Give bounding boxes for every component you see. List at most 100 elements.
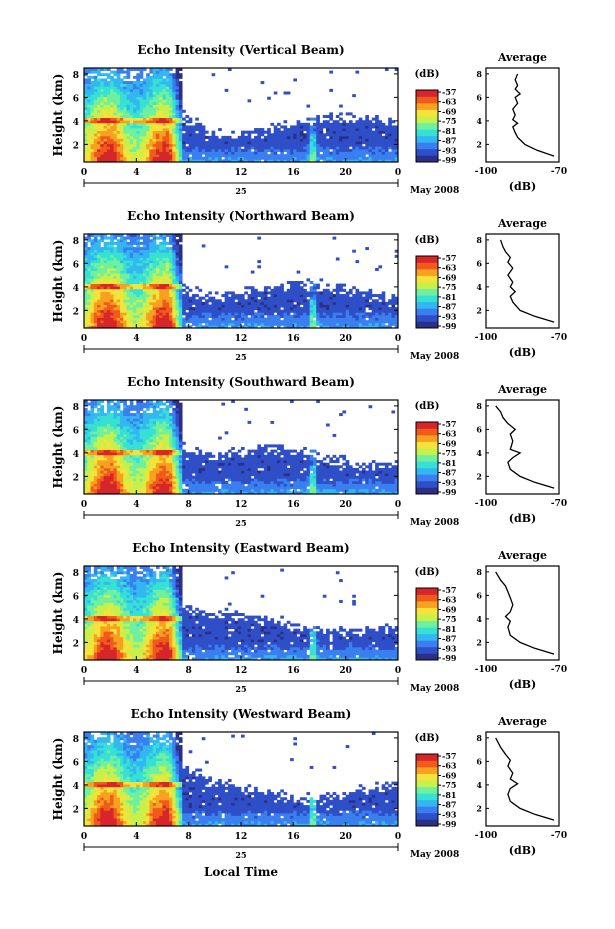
heatmap-cell — [178, 320, 183, 324]
heatmap-cell — [84, 478, 88, 482]
heatmap-cell — [152, 423, 157, 427]
heatmap-cell — [97, 467, 101, 471]
heatmap-cell — [293, 294, 297, 298]
heatmap-cell — [152, 286, 157, 290]
heatmap-cell — [152, 325, 157, 329]
heatmap-cell — [162, 120, 167, 124]
heatmap-cell — [159, 291, 163, 295]
heatmap-cell — [90, 296, 95, 300]
heatmap-cell — [247, 148, 252, 152]
heatmap-cell — [103, 460, 108, 464]
heatmap-cell — [326, 154, 330, 158]
heatmap-cell — [152, 470, 157, 474]
heatmap-cell — [329, 156, 333, 160]
heatmap-cell — [133, 478, 137, 482]
heatmap-cell — [116, 247, 121, 251]
heatmap-cell — [136, 283, 140, 287]
heatmap-cell — [87, 436, 91, 440]
heatmap-cell — [169, 75, 173, 79]
heatmap-cell — [155, 491, 160, 495]
heatmap-cell — [97, 420, 101, 424]
heatmap-cell — [172, 317, 176, 321]
heatmap-cell — [165, 433, 170, 437]
heatmap-cell — [136, 133, 140, 137]
heatmap-cell — [247, 159, 252, 163]
heatmap-cell — [201, 135, 206, 139]
heatmap-cell — [152, 104, 157, 108]
heatmap-cell — [142, 283, 147, 287]
profile-x-tick-label: -70 — [551, 167, 567, 177]
heatmap-cell — [234, 138, 239, 142]
heatmap-cell — [152, 73, 157, 77]
heatmap-cell — [237, 159, 242, 163]
heatmap-cell — [103, 428, 108, 432]
heatmap-cell — [378, 320, 383, 324]
heatmap-cell — [110, 439, 114, 443]
heatmap-cell — [136, 254, 140, 258]
heatmap-cell — [165, 475, 170, 479]
heatmap-cell — [133, 488, 137, 492]
heatmap-cell — [326, 115, 330, 119]
heatmap-cell — [159, 252, 163, 256]
heatmap-cell — [90, 447, 95, 451]
heatmap-cell — [149, 257, 154, 261]
heatmap-cell — [162, 278, 167, 282]
heatmap-cell — [149, 312, 154, 316]
heatmap-cell — [371, 133, 376, 137]
heatmap-cell — [146, 130, 150, 134]
heatmap-cell — [332, 120, 337, 124]
heatmap-cell — [165, 317, 170, 321]
heatmap-cell — [87, 317, 91, 321]
heatmap-cell — [129, 478, 134, 482]
x-tick-label: 16 — [287, 168, 300, 178]
heatmap-cell — [106, 88, 111, 92]
heatmap-cell — [263, 307, 268, 311]
heatmap-cell — [103, 73, 108, 77]
heatmap-cell — [129, 314, 134, 318]
heatmap-cell — [142, 156, 147, 160]
heatmap-cell — [178, 141, 183, 145]
heatmap-cell — [106, 148, 111, 152]
heatmap-cell — [126, 104, 131, 108]
heatmap-cell — [152, 431, 157, 435]
heatmap-cell — [312, 283, 317, 287]
heatmap-cell — [286, 151, 291, 155]
heatmap-cell — [231, 299, 235, 303]
heatmap-cell — [90, 491, 95, 495]
heatmap-cell — [260, 309, 265, 313]
heatmap-cell — [162, 488, 167, 492]
heatmap-cell — [326, 291, 330, 295]
heatmap-cell — [172, 104, 176, 108]
heatmap-cell — [162, 159, 167, 163]
heatmap-cell — [116, 460, 121, 464]
heatmap-cell — [149, 322, 154, 326]
heatmap-cell — [146, 86, 150, 90]
heatmap-cell — [182, 309, 186, 313]
heatmap-cell — [208, 296, 212, 300]
heatmap-cell — [116, 444, 121, 448]
heatmap-cell — [110, 283, 114, 287]
heatmap-cell — [149, 273, 154, 277]
heatmap-cell — [119, 444, 124, 448]
colorbar-swatch — [416, 90, 438, 97]
heatmap-cell — [142, 480, 147, 484]
heatmap-cell — [136, 68, 140, 72]
heatmap-cell — [388, 117, 392, 121]
heatmap-cell — [214, 143, 219, 147]
heatmap-cell — [345, 135, 350, 139]
heatmap-cell — [241, 299, 245, 303]
heatmap-cell — [391, 148, 396, 152]
heatmap-cell — [123, 281, 127, 285]
heatmap-cell — [142, 491, 147, 495]
heatmap-cell — [201, 128, 206, 132]
heatmap-cell — [178, 299, 183, 303]
heatmap-cell — [103, 151, 108, 155]
heatmap-cell — [368, 146, 373, 150]
heatmap-cell — [267, 138, 271, 142]
heatmap-cell — [93, 236, 98, 240]
heatmap-cell — [93, 244, 98, 248]
heatmap-cell — [90, 413, 95, 417]
heatmap-cell — [155, 273, 160, 277]
heatmap-cell — [129, 454, 134, 458]
heatmap-cell — [306, 148, 311, 152]
